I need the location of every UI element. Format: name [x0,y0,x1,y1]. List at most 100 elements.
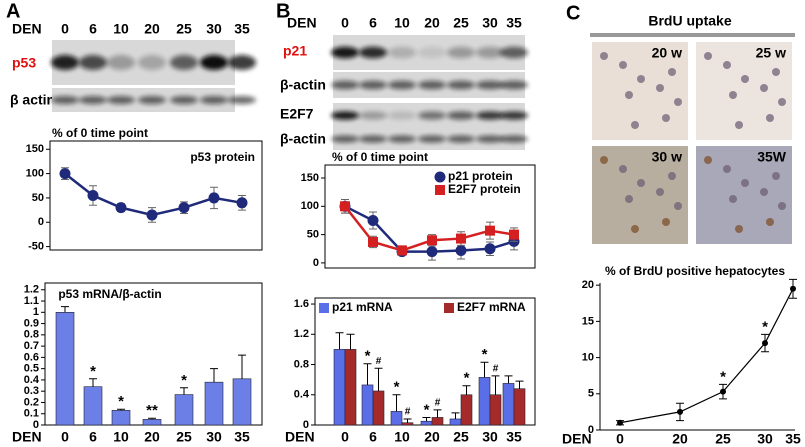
y-tick-label: 20 [582,279,594,291]
nucleus [704,156,712,164]
error-bar [346,333,355,350]
bar [372,390,385,426]
lane-number: 0 [341,15,349,31]
point [340,201,350,212]
bar [502,383,515,426]
point [59,168,71,180]
y-tick-label: 150 [26,143,44,155]
micrograph-label: 30 w [652,149,682,165]
bar [232,378,252,426]
nucleus [723,165,731,173]
x-tick-label: 25 [176,429,192,445]
band [228,96,256,104]
band [138,96,166,104]
band [331,111,359,120]
nucleus [766,218,774,226]
band [388,46,416,59]
nucleus [656,188,664,196]
x-tick-label: 10 [113,429,129,445]
error-bar [210,368,218,383]
error-bar [462,385,471,395]
y-tick-label: 15 [582,315,594,327]
lane-number: 20 [424,15,440,31]
nucleus [778,98,786,106]
x-tick-label: 0 [61,429,69,445]
point [87,190,99,201]
bar [449,418,462,426]
error-bar [335,332,344,350]
y-tick-label: 100 [301,200,319,212]
nucleus [760,84,768,92]
y-tick-label: 0 [313,257,319,269]
band [388,80,416,90]
point [485,225,495,236]
x-tick-label: 35 [234,429,250,445]
point [367,214,379,226]
lane-number: 25 [176,21,192,37]
x-tick-label: 35 [506,429,522,445]
error-bar [117,408,125,411]
bar [142,419,162,426]
micrograph [592,146,688,244]
error-bar [180,387,188,395]
y-tick-label: 0.3 [24,385,39,397]
micrograph-label: 35W [757,149,787,165]
band [418,46,446,59]
point [236,197,248,209]
error-bar [392,394,401,412]
band [500,135,528,143]
band [228,55,256,70]
nucleus [772,172,780,180]
y-tick-label: 0.5 [24,363,39,375]
lane-number: 25 [453,15,469,31]
legend-label: E2F7 mRNA [457,300,526,314]
y-tick-label: -50 [28,241,44,253]
panel-label: B [276,0,290,22]
error-bar [89,378,97,387]
nucleus [723,61,731,69]
point [720,388,726,395]
band [359,46,387,59]
band [51,96,79,104]
significance: * [424,401,430,418]
significance: # [493,364,499,375]
band [51,55,79,70]
y-tick-label: 1.2 [24,284,39,296]
blot-label: E2F7 [280,106,314,122]
error-bar [403,418,412,423]
nucleus [674,202,682,210]
band [359,111,387,120]
bar [431,417,444,426]
bar [83,386,103,426]
band [79,55,107,70]
band [138,55,166,70]
nucleus [662,218,670,226]
error-bar [422,416,431,422]
error-bar [491,375,500,395]
bar [401,422,414,426]
plot-frame [49,140,263,251]
nucleus [656,84,664,92]
lane-number: 6 [89,21,97,37]
band [500,111,528,120]
lane-number: 30 [206,21,222,37]
x-axis-label: DEN [562,431,592,447]
legend-swatch [319,303,329,313]
micrograph-label: 25 w [756,45,786,61]
band [170,55,198,70]
bar [513,388,526,426]
y-tick-label: 0.8 [294,358,309,370]
band [447,111,475,120]
point [455,244,467,256]
error-bar [480,361,489,378]
error-bar [374,367,383,391]
y-tick-label: 1 [33,306,39,318]
panel-label: C [566,2,580,24]
band [447,135,475,143]
nucleus [772,68,780,76]
nucleus [631,121,639,129]
band [331,80,359,90]
bar [344,349,357,426]
band [170,96,198,104]
